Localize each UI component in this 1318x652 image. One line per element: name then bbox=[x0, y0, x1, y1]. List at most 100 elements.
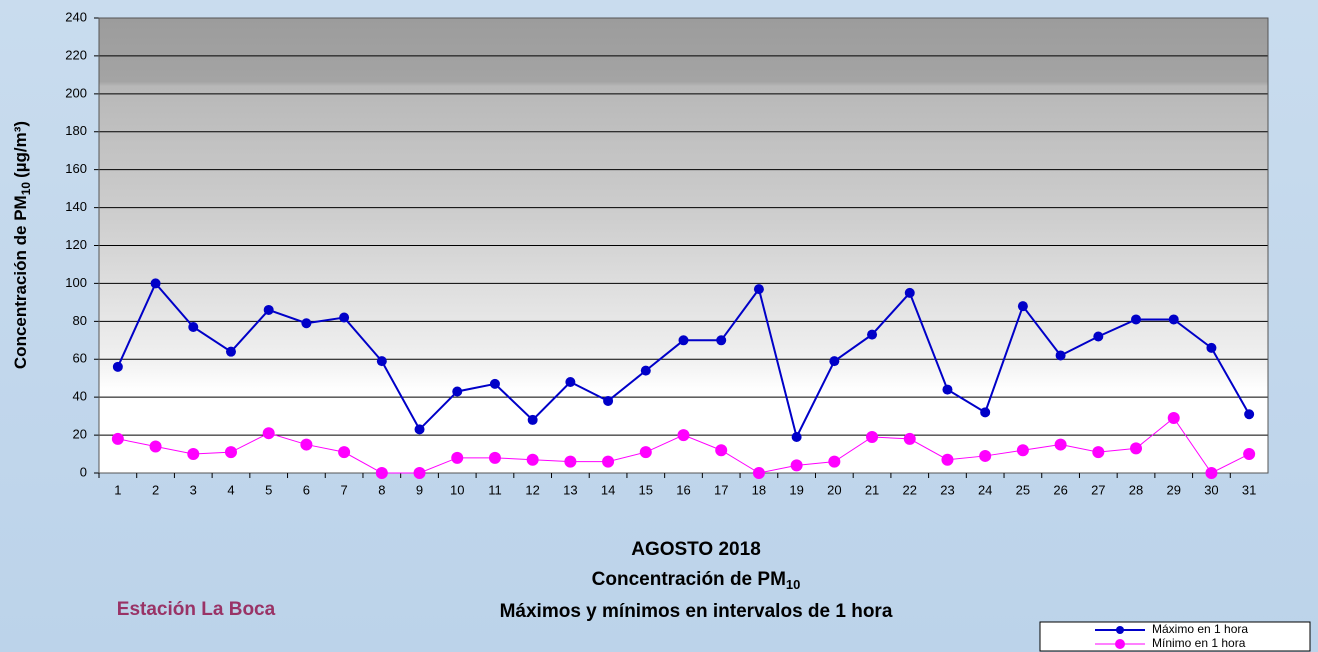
point bbox=[1168, 412, 1180, 424]
point bbox=[490, 379, 500, 389]
x-tick-label: 1 bbox=[114, 482, 121, 497]
x-tick-label: 16 bbox=[676, 482, 690, 497]
point bbox=[112, 433, 124, 445]
point bbox=[792, 432, 802, 442]
y-tick-label: 160 bbox=[65, 161, 87, 176]
point bbox=[942, 385, 952, 395]
point bbox=[300, 439, 312, 451]
point bbox=[866, 431, 878, 443]
y-tick-label: 60 bbox=[73, 351, 87, 366]
y-tick-label: 140 bbox=[65, 199, 87, 214]
station-label: Estación La Boca bbox=[117, 599, 276, 620]
x-tick-label: 6 bbox=[303, 482, 310, 497]
point bbox=[905, 288, 915, 298]
legend-marker bbox=[1116, 626, 1124, 634]
y-tick-label: 40 bbox=[73, 389, 87, 404]
x-tick-label: 28 bbox=[1129, 482, 1143, 497]
point bbox=[113, 362, 123, 372]
point bbox=[904, 433, 916, 445]
point bbox=[1056, 350, 1066, 360]
point bbox=[527, 454, 539, 466]
point bbox=[716, 335, 726, 345]
x-tick-label: 2 bbox=[152, 482, 159, 497]
x-tick-label: 10 bbox=[450, 482, 464, 497]
point bbox=[188, 322, 198, 332]
point bbox=[452, 386, 462, 396]
point bbox=[264, 305, 274, 315]
title-line: AGOSTO 2018 bbox=[631, 539, 761, 560]
x-tick-label: 22 bbox=[903, 482, 917, 497]
point bbox=[1206, 343, 1216, 353]
point bbox=[528, 415, 538, 425]
x-tick-label: 30 bbox=[1204, 482, 1218, 497]
y-tick-label: 220 bbox=[65, 47, 87, 62]
point bbox=[187, 448, 199, 460]
point bbox=[339, 313, 349, 323]
x-tick-label: 7 bbox=[340, 482, 347, 497]
point bbox=[1244, 409, 1254, 419]
point bbox=[640, 446, 652, 458]
point bbox=[415, 424, 425, 434]
point bbox=[641, 366, 651, 376]
x-tick-label: 24 bbox=[978, 482, 992, 497]
point bbox=[1243, 448, 1255, 460]
title-line: Máximos y mínimos en intervalos de 1 hor… bbox=[500, 601, 893, 622]
point bbox=[150, 440, 162, 452]
x-tick-label: 29 bbox=[1166, 482, 1180, 497]
point bbox=[1018, 301, 1028, 311]
x-tick-label: 18 bbox=[752, 482, 766, 497]
x-tick-label: 21 bbox=[865, 482, 879, 497]
point bbox=[679, 335, 689, 345]
point bbox=[263, 427, 275, 439]
point bbox=[678, 429, 690, 441]
x-tick-label: 11 bbox=[488, 482, 502, 497]
chart: Concentración de PM10(µg/m³) AGOSTO 2018… bbox=[0, 0, 1318, 652]
y-label-sub: 10 bbox=[19, 182, 33, 196]
x-tick-label: 31 bbox=[1242, 482, 1256, 497]
x-tick-label: 14 bbox=[601, 482, 615, 497]
title-sub: 10 bbox=[786, 577, 800, 592]
x-tick-label: 19 bbox=[789, 482, 803, 497]
point bbox=[376, 467, 388, 479]
point bbox=[753, 467, 765, 479]
point bbox=[715, 444, 727, 456]
point bbox=[829, 356, 839, 366]
x-tick-label: 5 bbox=[265, 482, 272, 497]
point bbox=[603, 396, 613, 406]
point bbox=[225, 446, 237, 458]
point bbox=[1055, 439, 1067, 451]
title-line: Concentración de PM10 bbox=[592, 569, 801, 592]
x-tick-label: 15 bbox=[639, 482, 653, 497]
point bbox=[980, 407, 990, 417]
point bbox=[1093, 332, 1103, 342]
point bbox=[414, 467, 426, 479]
point bbox=[941, 454, 953, 466]
x-tick-label: 9 bbox=[416, 482, 423, 497]
point bbox=[1130, 442, 1142, 454]
point bbox=[301, 318, 311, 328]
x-tick-label: 4 bbox=[227, 482, 234, 497]
point bbox=[377, 356, 387, 366]
point bbox=[564, 456, 576, 468]
x-tick-label: 3 bbox=[190, 482, 197, 497]
point bbox=[1017, 444, 1029, 456]
legend-label: Mínimo en 1 hora bbox=[1152, 636, 1246, 650]
x-tick-label: 27 bbox=[1091, 482, 1105, 497]
y-tick-label: 80 bbox=[73, 313, 87, 328]
x-tick-label: 25 bbox=[1016, 482, 1030, 497]
point bbox=[754, 284, 764, 294]
x-tick-label: 17 bbox=[714, 482, 728, 497]
legend-label: Máximo en 1 hora bbox=[1152, 622, 1248, 636]
point bbox=[602, 456, 614, 468]
y-tick-label: 240 bbox=[65, 9, 87, 24]
x-tick-label: 8 bbox=[378, 482, 385, 497]
point bbox=[338, 446, 350, 458]
y-tick-label: 200 bbox=[65, 85, 87, 100]
point bbox=[828, 456, 840, 468]
point bbox=[867, 330, 877, 340]
y-label-text: Concentración de PM bbox=[11, 195, 30, 369]
y-tick-label: 0 bbox=[80, 464, 87, 479]
x-tick-label: 12 bbox=[525, 482, 539, 497]
point bbox=[1131, 314, 1141, 324]
y-tick-label: 100 bbox=[65, 275, 87, 290]
